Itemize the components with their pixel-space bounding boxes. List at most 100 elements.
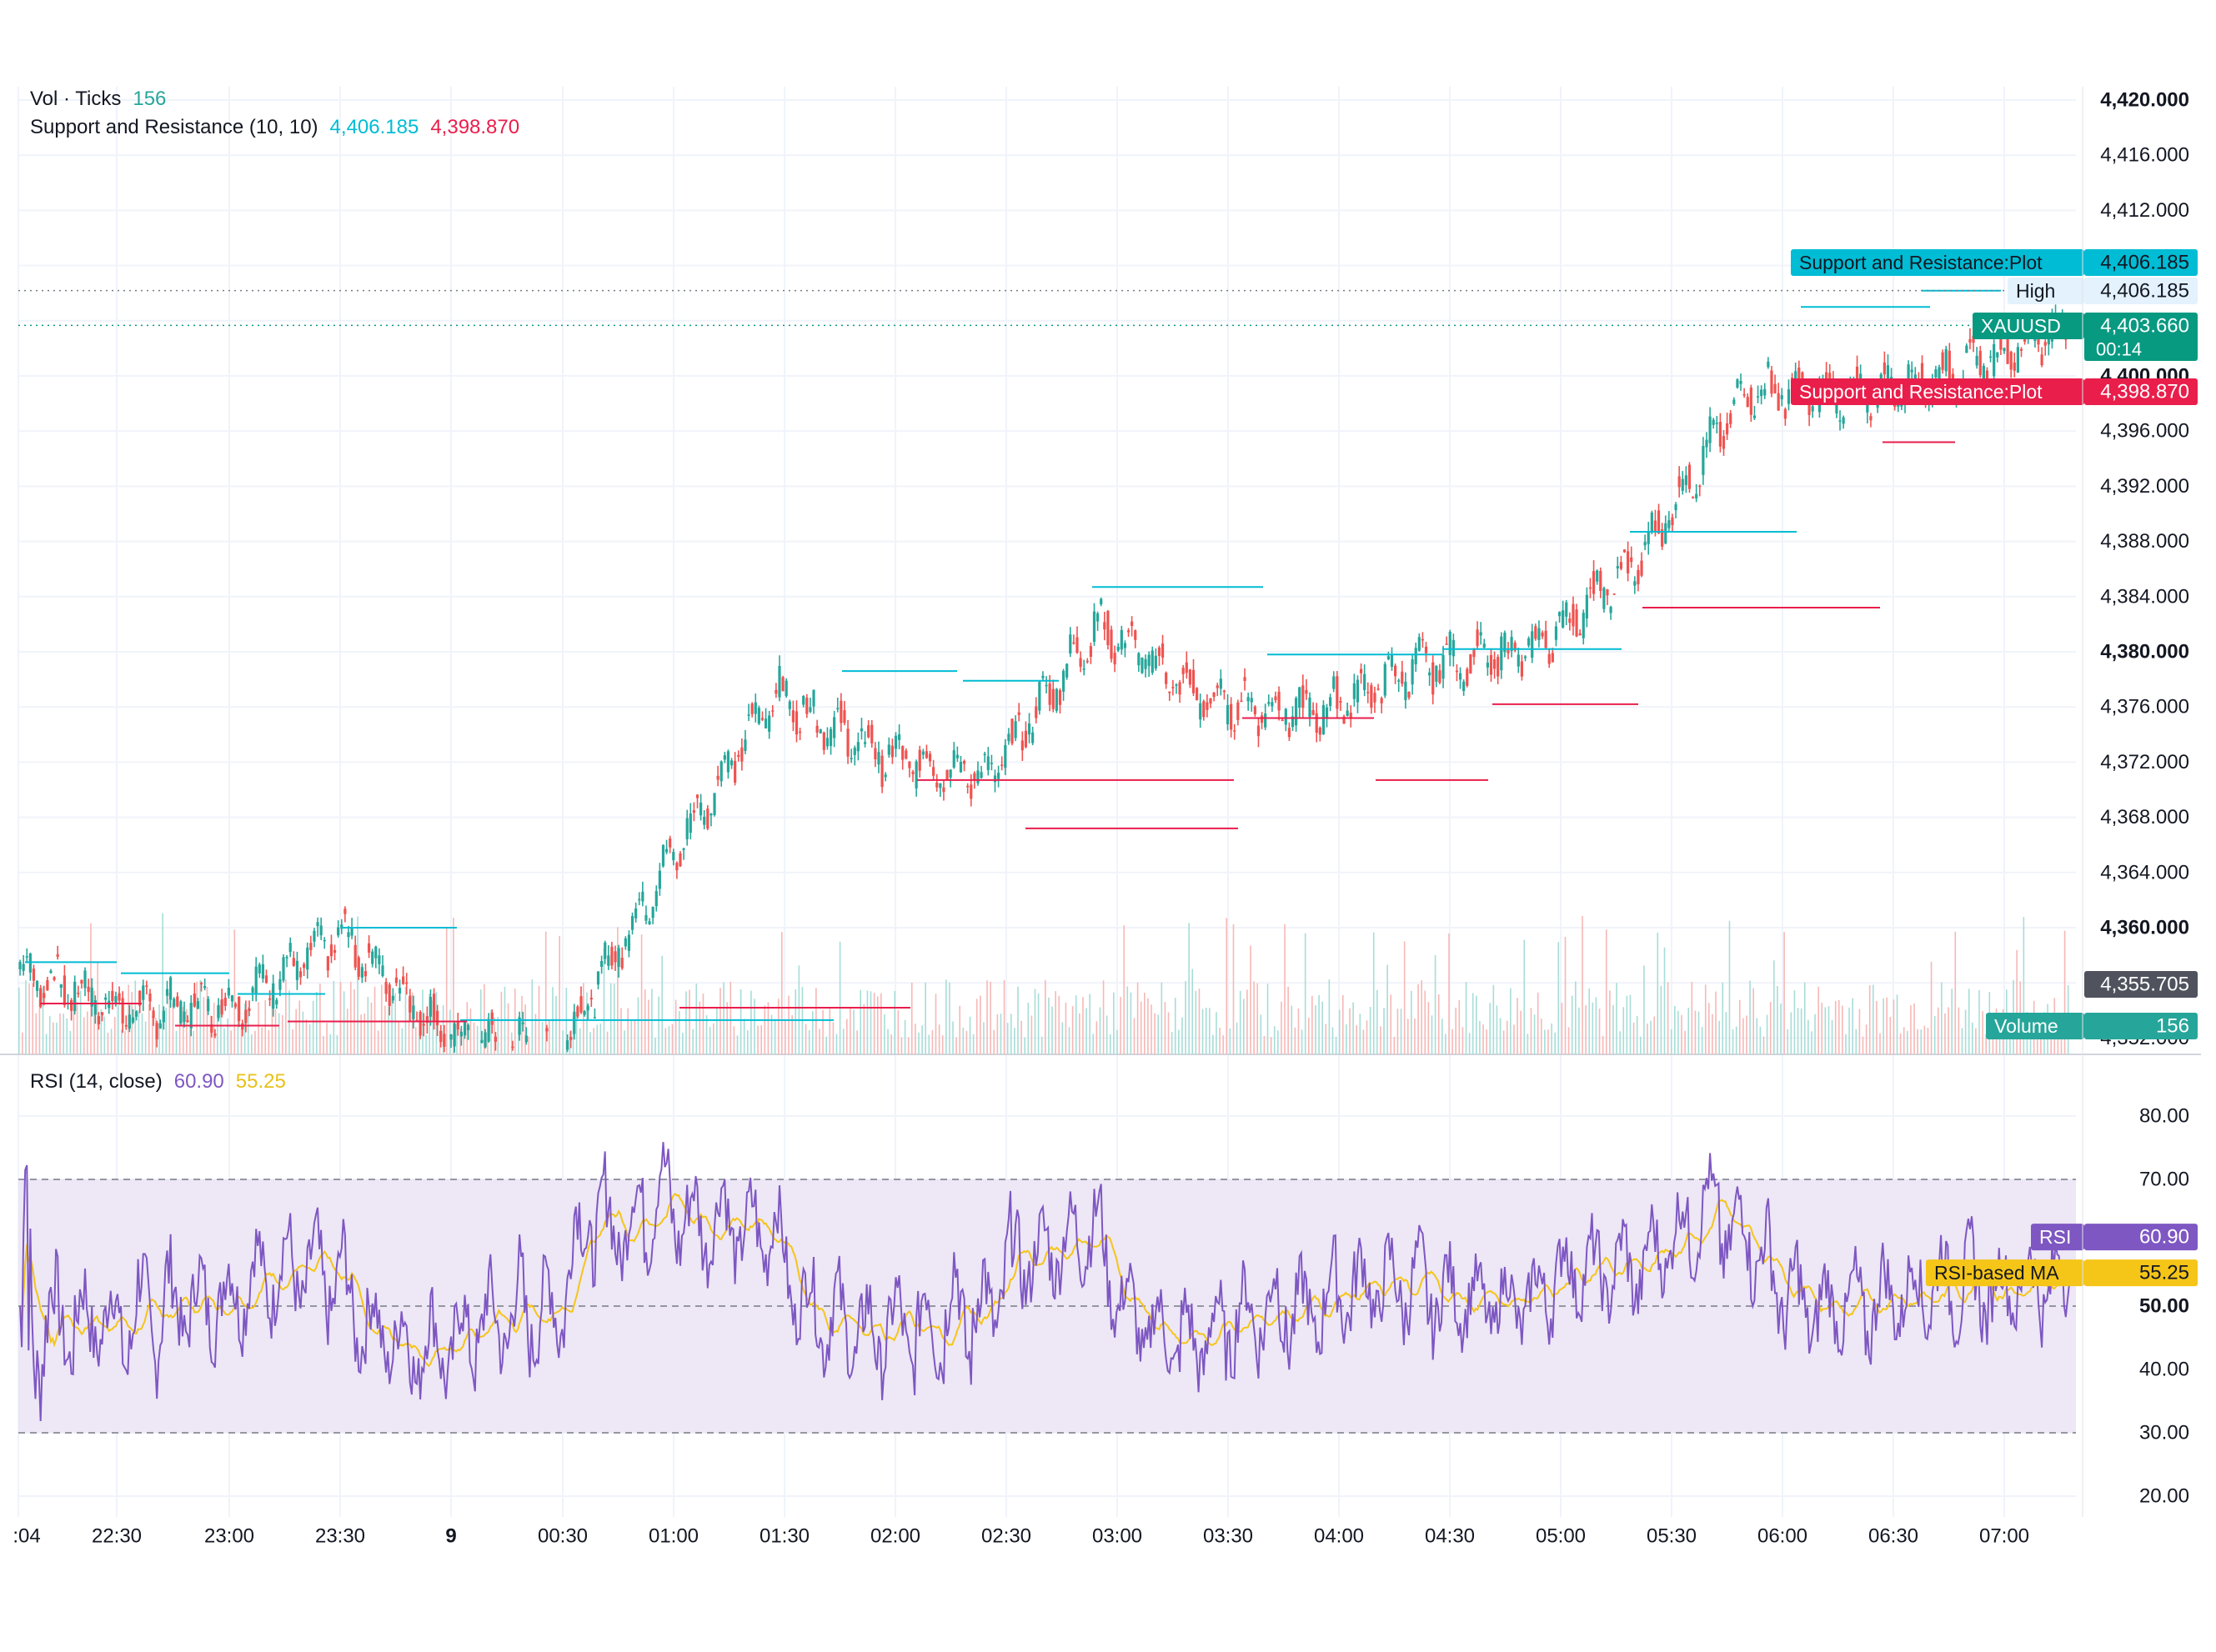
candle-body <box>1513 643 1517 651</box>
candle-body <box>1035 706 1038 718</box>
candle-body <box>617 948 620 967</box>
candle-body <box>511 1046 514 1049</box>
candle-body <box>706 808 709 829</box>
candle-body <box>1705 439 1708 448</box>
volume-bar <box>890 1034 892 1054</box>
candle-body <box>350 927 353 936</box>
candle-body <box>179 1001 183 1024</box>
volume-bar <box>414 1027 417 1054</box>
candle-body <box>449 1034 453 1040</box>
volume-bar <box>1824 1007 1827 1054</box>
candle-body <box>1401 671 1404 684</box>
volume-bar <box>764 1005 766 1054</box>
rsi-ma-name: RSI-based MA <box>1934 1262 2059 1284</box>
volume-bar <box>148 1004 150 1054</box>
volume-bar <box>644 989 646 1054</box>
candle-body <box>1472 648 1476 658</box>
candle-body <box>1291 716 1295 728</box>
candle-body <box>145 985 148 987</box>
candle-body <box>775 689 778 694</box>
candle-body <box>1431 662 1435 695</box>
candle-body <box>1407 691 1411 698</box>
volume-bar <box>1811 1031 1812 1054</box>
volume-bar <box>285 979 287 1054</box>
candle-body <box>1938 367 1941 380</box>
volume-bar <box>986 980 988 1054</box>
volume-bar <box>1318 994 1320 1054</box>
volume-bar <box>152 1015 153 1054</box>
candle-body <box>1110 629 1113 659</box>
candle-body <box>1619 562 1623 569</box>
candle-body <box>884 774 887 778</box>
volume-bar <box>1803 982 1806 1054</box>
candle-body <box>1551 653 1554 663</box>
volume-bar <box>589 1032 591 1054</box>
countdown-value: 00:14 <box>2096 339 2142 360</box>
candle-body <box>840 700 843 723</box>
volume-bar <box>1229 1028 1231 1054</box>
volume-bar <box>678 1010 680 1054</box>
candle-body <box>1256 725 1261 737</box>
candle-body <box>93 1000 97 1015</box>
candle-body <box>391 995 394 1001</box>
candle-body <box>22 964 25 971</box>
volume-bar <box>1424 990 1426 1054</box>
volume-bar <box>1216 1012 1217 1054</box>
volume-bar <box>1095 1021 1098 1054</box>
volume-bar <box>251 1034 253 1054</box>
candle-body <box>856 742 860 752</box>
candle-body <box>867 725 870 738</box>
candle-body <box>357 957 360 977</box>
volume-bar <box>1476 995 1477 1054</box>
candle-body <box>740 747 744 762</box>
candle-body <box>973 773 976 781</box>
volume-bar <box>1205 1008 1207 1054</box>
candle-body <box>1554 626 1558 640</box>
candle-body <box>394 977 399 984</box>
volume-bar <box>1010 1014 1012 1054</box>
candle-body <box>1749 388 1752 415</box>
candle-body <box>1718 422 1722 447</box>
candle-body <box>487 1021 490 1042</box>
rsi-legend-label: RSI (14, close) <box>30 1070 163 1093</box>
volume-bar <box>117 1005 119 1054</box>
candle-body <box>1582 613 1585 638</box>
volume-bar <box>1578 1007 1580 1054</box>
volume-bar <box>1687 1007 1690 1054</box>
volume-bar <box>949 982 950 1054</box>
candle-body <box>104 997 108 1000</box>
volume-bar <box>1660 985 1662 1054</box>
volume-bar <box>35 1013 38 1054</box>
volume-bar <box>476 1025 479 1054</box>
volume-bar <box>1260 1014 1262 1054</box>
candle-body <box>1315 713 1318 733</box>
candle-body <box>1116 646 1120 651</box>
volume-bar <box>141 1013 143 1054</box>
candle-body <box>254 966 258 994</box>
candle-body <box>1612 593 1616 595</box>
candle-body <box>1687 464 1692 489</box>
volume-bar <box>1232 924 1235 1054</box>
volume-bar <box>1561 1003 1563 1054</box>
volume-bar <box>343 991 345 1054</box>
candle-body <box>1684 475 1687 485</box>
candle-body <box>627 934 631 951</box>
volume-bar <box>1759 1026 1762 1054</box>
volume-bar <box>134 980 137 1054</box>
volume-bar <box>1369 1006 1371 1054</box>
volume-bar <box>1185 981 1186 1054</box>
candle-body <box>213 1034 217 1036</box>
volume-bar <box>1653 1016 1655 1054</box>
volume-bar <box>69 1030 72 1054</box>
candle-body <box>1212 692 1216 698</box>
volume-bar <box>240 1029 243 1054</box>
candle-body <box>747 714 750 716</box>
volume-bar <box>832 1022 835 1054</box>
candle-body <box>176 996 179 1007</box>
volume-bar <box>158 1004 160 1054</box>
volume-bar <box>1605 929 1607 1054</box>
volume-bar <box>1773 960 1775 1054</box>
candle-body <box>771 710 775 712</box>
volume-bar <box>2023 917 2025 1054</box>
